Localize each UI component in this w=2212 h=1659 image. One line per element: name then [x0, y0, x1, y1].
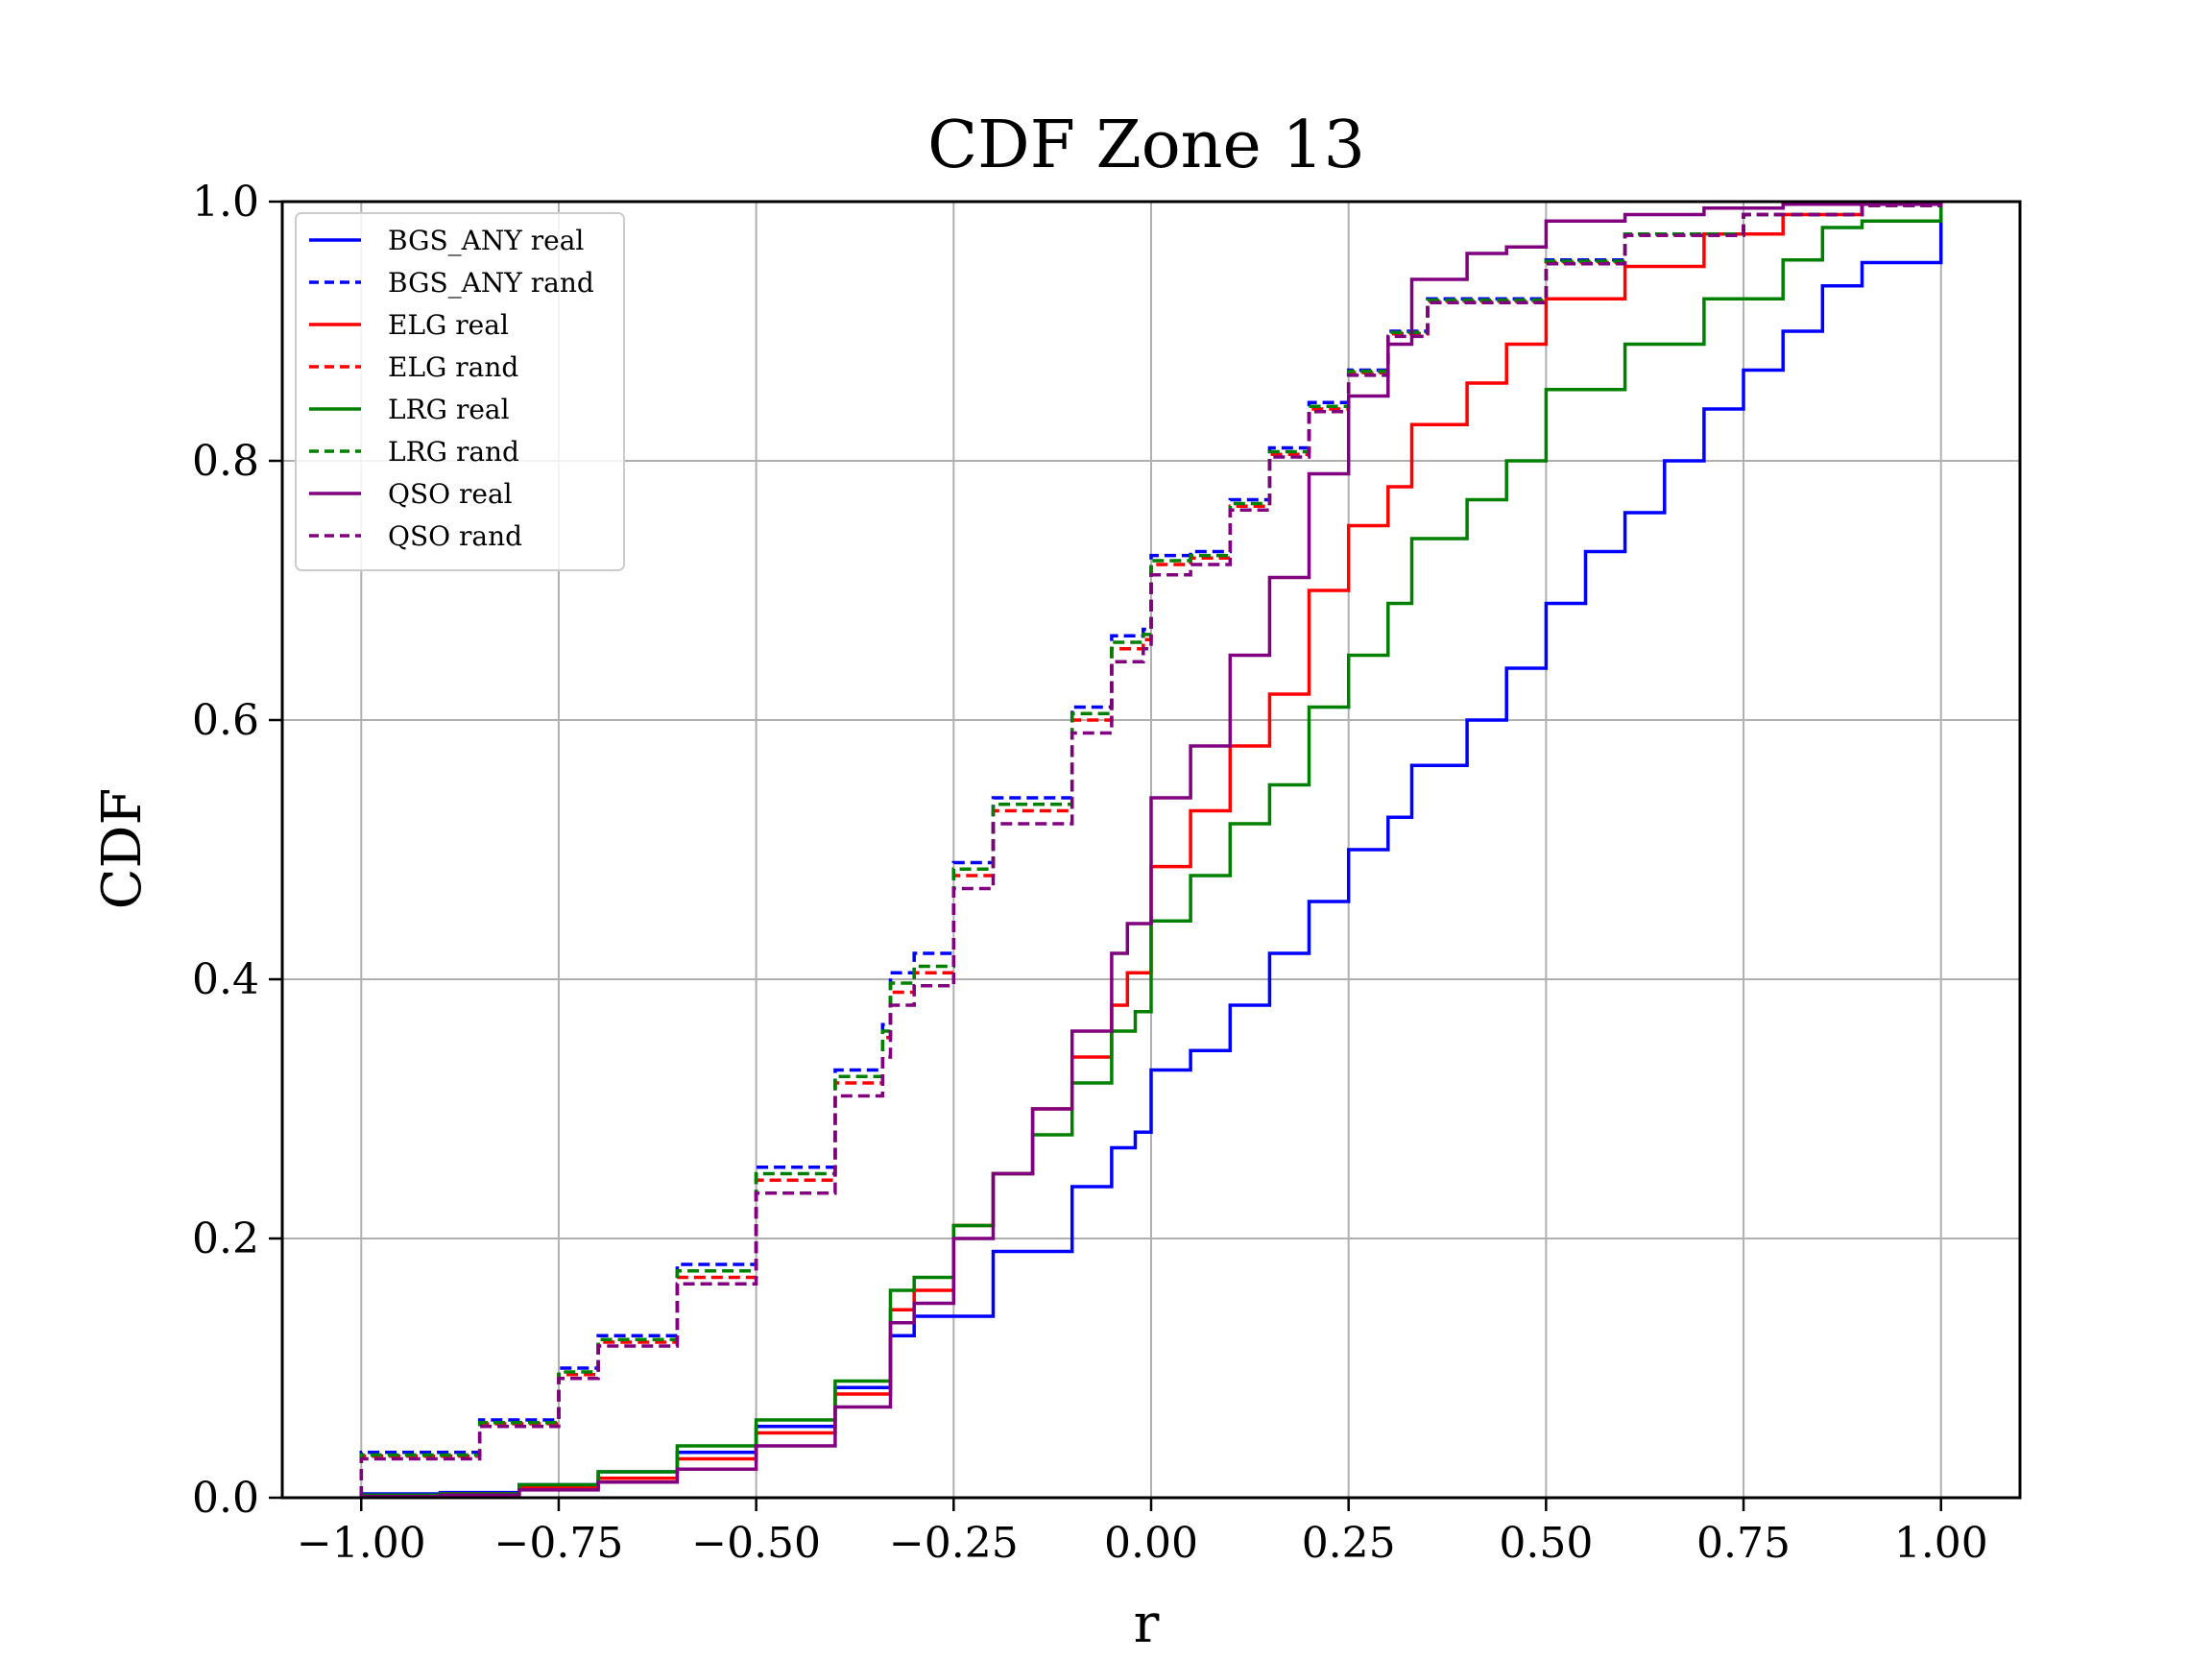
- legend-label: ELG rand: [388, 351, 518, 383]
- series-line-qso-rand: [359, 202, 1943, 1498]
- y-tick-label: 0.4: [192, 955, 259, 1004]
- legend-label: ELG real: [388, 309, 509, 341]
- y-tick-label: 0.6: [192, 696, 259, 745]
- series-line-lrg-real: [359, 202, 1943, 1498]
- y-tick-label: 1.0: [192, 178, 259, 227]
- series-lines: [359, 202, 1943, 1499]
- x-tick-label: 0.25: [1302, 1519, 1396, 1568]
- chart-title: CDF Zone 13: [927, 108, 1365, 183]
- y-axis-title: CDF: [91, 788, 154, 910]
- x-tick-label: 0.75: [1696, 1519, 1791, 1568]
- x-tick-label: −0.25: [889, 1519, 1019, 1568]
- x-tick-label: −0.50: [691, 1519, 821, 1568]
- legend: BGS_ANY real BGS_ANY rand ELG real ELG rand…: [295, 212, 625, 571]
- legend-label: BGS_ANY real: [388, 225, 584, 256]
- legend-label: BGS_ANY rand: [388, 267, 594, 299]
- axis-ticks: −1.00 −0.75 −0.50 −0.25 0.00 0.25 0.50 0.75 1.00…: [192, 178, 1988, 1568]
- series-line-lrg-rand: [359, 202, 1943, 1498]
- y-tick-label: 0.8: [192, 437, 259, 486]
- x-axis-title: r: [1134, 1593, 1160, 1655]
- y-tick-label: 0.2: [192, 1214, 259, 1263]
- legend-label: QSO rand: [388, 520, 522, 552]
- x-tick-label: 0.50: [1499, 1519, 1593, 1568]
- y-tick-label: 0.0: [192, 1474, 259, 1523]
- legend-box: [295, 212, 625, 571]
- legend-label: LRG real: [388, 394, 510, 425]
- x-tick-label: 0.00: [1104, 1519, 1198, 1568]
- x-tick-label: −1.00: [297, 1519, 426, 1568]
- series-line-qso-real: [359, 202, 1943, 1499]
- legend-label: LRG rand: [388, 436, 519, 468]
- x-tick-label: 1.00: [1894, 1519, 1988, 1568]
- x-tick-label: −0.75: [494, 1519, 624, 1568]
- legend-label: QSO real: [388, 478, 513, 510]
